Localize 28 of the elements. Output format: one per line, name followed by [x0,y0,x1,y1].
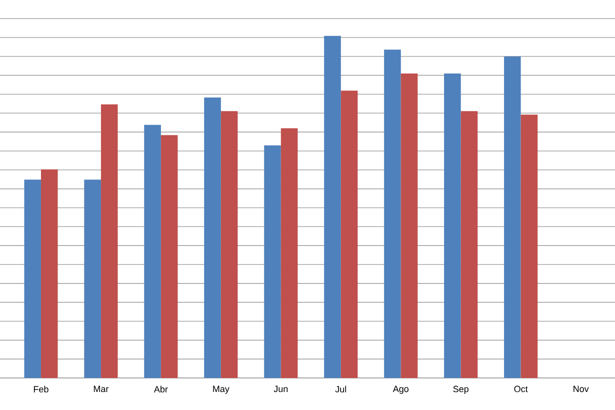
bar [400,74,418,378]
bar [324,36,341,378]
bar [460,111,478,378]
bar [40,169,58,378]
bar [220,111,238,378]
x-tick-label: Ago [392,386,408,394]
x-tick-label: May [213,386,230,394]
x-tick-label: Nov [574,386,589,392]
bar [144,124,161,378]
x-tick-label: Mar [94,386,109,392]
x-tick-label: Sep [453,386,468,394]
bar [504,56,521,378]
x-tick-label: Abr [154,386,168,392]
bar [204,97,221,378]
bar [264,145,281,378]
bar [340,90,358,378]
x-tick-label: Jun [274,386,288,392]
bar [24,180,41,378]
bar [84,180,101,378]
bar [160,135,178,378]
bar [384,50,401,378]
bar [280,128,298,378]
bar [444,74,461,378]
bar [520,114,538,378]
x-tick-label: Oct [514,386,528,392]
x-tick-label: Jul [335,386,346,392]
bar [100,104,118,378]
x-tick-label: Feb [34,386,48,392]
